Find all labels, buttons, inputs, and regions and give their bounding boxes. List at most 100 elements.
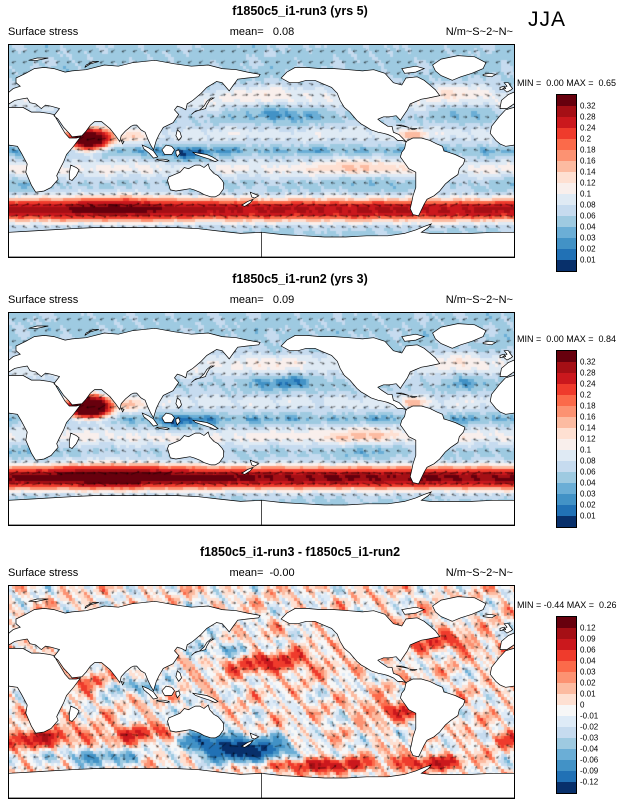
- coastline-overlay: [9, 55, 514, 257]
- colorbar-tick-label: -0.09: [580, 766, 599, 776]
- panel-title: f1850c5_i1-run3 - f1850c5_i1-run2: [199, 545, 401, 559]
- map-panel: [8, 312, 515, 526]
- colorbar-tick-label: 0.01: [580, 511, 596, 521]
- colorbar-tick-label: 0.06: [580, 645, 596, 655]
- colorbar-tick-label: 0.14: [580, 167, 596, 177]
- coastline-path: [9, 323, 514, 525]
- colorbar-segment: [557, 238, 576, 249]
- colorbar-segment: [557, 771, 576, 782]
- colorbar-tick-label: 0.04: [580, 656, 596, 666]
- colorbar-segment: [557, 749, 576, 760]
- colorbar-tick-label: 0.16: [580, 412, 596, 422]
- colorbar-segment: [557, 417, 576, 428]
- colorbar-segment: [557, 260, 576, 271]
- units-label: N/m~S~2~N~: [445, 26, 513, 38]
- colorbar-tick-label: -0.12: [580, 777, 599, 787]
- colorbar-tick-label: 0: [580, 700, 585, 710]
- colorbar-segment: [557, 194, 576, 205]
- mean-value: mean= -0.00: [229, 567, 295, 579]
- colorbar-segment: [557, 373, 576, 384]
- colorbar-tick-label: 0.02: [580, 678, 596, 688]
- colorbar-tick-label: 0.28: [580, 368, 596, 378]
- colorbar-tick-label: 0.24: [580, 379, 596, 389]
- panel-title: f1850c5_i1-run3 (yrs 5): [232, 4, 368, 18]
- colorbar-segment: [557, 249, 576, 260]
- mean-value: mean= 0.08: [229, 26, 295, 38]
- colorbar-tick-label: 0.09: [580, 634, 596, 644]
- colorbar-tick-label: 0.02: [580, 500, 596, 510]
- colorbar-tick-label: 0.18: [580, 145, 596, 155]
- panel-subheader: Surface stress mean= 0.09 N/m~S~2~N~: [8, 294, 513, 306]
- colorbar-segment: [557, 716, 576, 727]
- colorbar-tick-label: 0.06: [580, 467, 596, 477]
- colorbar-segment: [557, 117, 576, 128]
- colorbar: 0.32 0.28 0.24 0.2 0.18 0.16 0.14 0.12 0.1 0.08 0.…: [556, 350, 596, 528]
- colorbar-tick-label: -0.04: [580, 744, 599, 754]
- panel-subheader: Surface stress mean= -0.00 N/m~S~2~N~: [8, 567, 513, 579]
- colorbar-segment: [557, 683, 576, 694]
- colorbar-tick-label: 0.2: [580, 390, 592, 400]
- colorbar-tick-label: 0.04: [580, 222, 596, 232]
- colorbar-segment: [557, 439, 576, 450]
- colorbar-segment: [557, 362, 576, 373]
- colorbar-tick-label: 0.03: [580, 667, 596, 677]
- variable-label: Surface stress: [8, 26, 79, 38]
- colorbar-segment: [557, 617, 576, 628]
- colorbar-tick-label: 0.08: [580, 456, 596, 466]
- colorbar-tick-label: -0.03: [580, 733, 599, 743]
- colorbar-segment: [557, 95, 576, 106]
- colorbar-tick-label: 0.24: [580, 123, 596, 133]
- colorbar-segment: [557, 205, 576, 216]
- panel-run2: f1850c5_i1-run2 (yrs 3) Surface stress m…: [0, 268, 643, 530]
- colorbar-segment: [557, 406, 576, 417]
- colorbar-segment: [557, 505, 576, 516]
- panel-difference: f1850c5_i1-run3 - f1850c5_i1-run2 Surfac…: [0, 541, 643, 803]
- panel-run3: f1850c5_i1-run3 (yrs 5) Surface stress m…: [0, 0, 643, 262]
- colorbar-tick-label: 0.1: [580, 445, 592, 455]
- colorbar-tick-label: 0.16: [580, 156, 596, 166]
- colorbar-segment: [557, 128, 576, 139]
- colorbar-tick-label: 0.1: [580, 189, 592, 199]
- colorbar-segment: [557, 227, 576, 238]
- minmax-label: MIN = 0.00 MAX = 0.65: [517, 78, 617, 88]
- colorbar-segment: [557, 461, 576, 472]
- colorbar-tick-label: 0.32: [580, 357, 596, 367]
- colorbar-segment: [557, 494, 576, 505]
- coastline-path: [9, 596, 514, 798]
- colorbar-tick-label: 0.03: [580, 489, 596, 499]
- colorbar-tick-label: -0.06: [580, 755, 599, 765]
- colorbar-segment: [557, 216, 576, 227]
- colorbar-tick-label: 0.04: [580, 478, 596, 488]
- map-panel: [8, 44, 515, 258]
- colorbar-segment: [557, 384, 576, 395]
- colorbar-tick-label: 0.12: [580, 178, 596, 188]
- colorbar-segment: [557, 650, 576, 661]
- colorbar-segment: [557, 760, 576, 771]
- colorbar-segment: [557, 705, 576, 716]
- colorbar-segment: [557, 139, 576, 150]
- colorbar-segment: [557, 738, 576, 749]
- colorbar: 0.32 0.28 0.24 0.2 0.18 0.16 0.14 0.12 0.1 0.08 0.…: [556, 94, 596, 272]
- colorbar-segment: [557, 351, 576, 362]
- colorbar-tick-label: 0.2: [580, 134, 592, 144]
- season-label: JJA: [528, 8, 567, 31]
- colorbar-segment: [557, 672, 576, 683]
- colorbar-segment: [557, 628, 576, 639]
- colorbar-segment: [557, 106, 576, 117]
- colorbar-tick-label: 0.01: [580, 689, 596, 699]
- colorbar-tick-label: 0.14: [580, 423, 596, 433]
- colorbar-tick-label: 0.12: [580, 434, 596, 444]
- colorbar: 0.12 0.09 0.06 0.04 0.03 0.02 0.01 0 -0.01 -0.02-…: [556, 616, 598, 794]
- panel-title: f1850c5_i1-run2 (yrs 3): [232, 272, 368, 286]
- minmax-label: MIN = 0.00 MAX = 0.84: [517, 334, 617, 344]
- coastline-overlay: [9, 323, 514, 525]
- colorbar-segment: [557, 639, 576, 650]
- colorbar-tick-label: 0.08: [580, 200, 596, 210]
- colorbar-tick-label: -0.01: [580, 711, 599, 721]
- colorbar-tick-label: 0.32: [580, 101, 596, 111]
- colorbar-tick-label: 0.03: [580, 233, 596, 243]
- colorbar-segment: [557, 782, 576, 793]
- colorbar-tick-label: 0.28: [580, 112, 596, 122]
- panel-subheader: Surface stress mean= 0.08 N/m~S~2~N~: [8, 26, 513, 38]
